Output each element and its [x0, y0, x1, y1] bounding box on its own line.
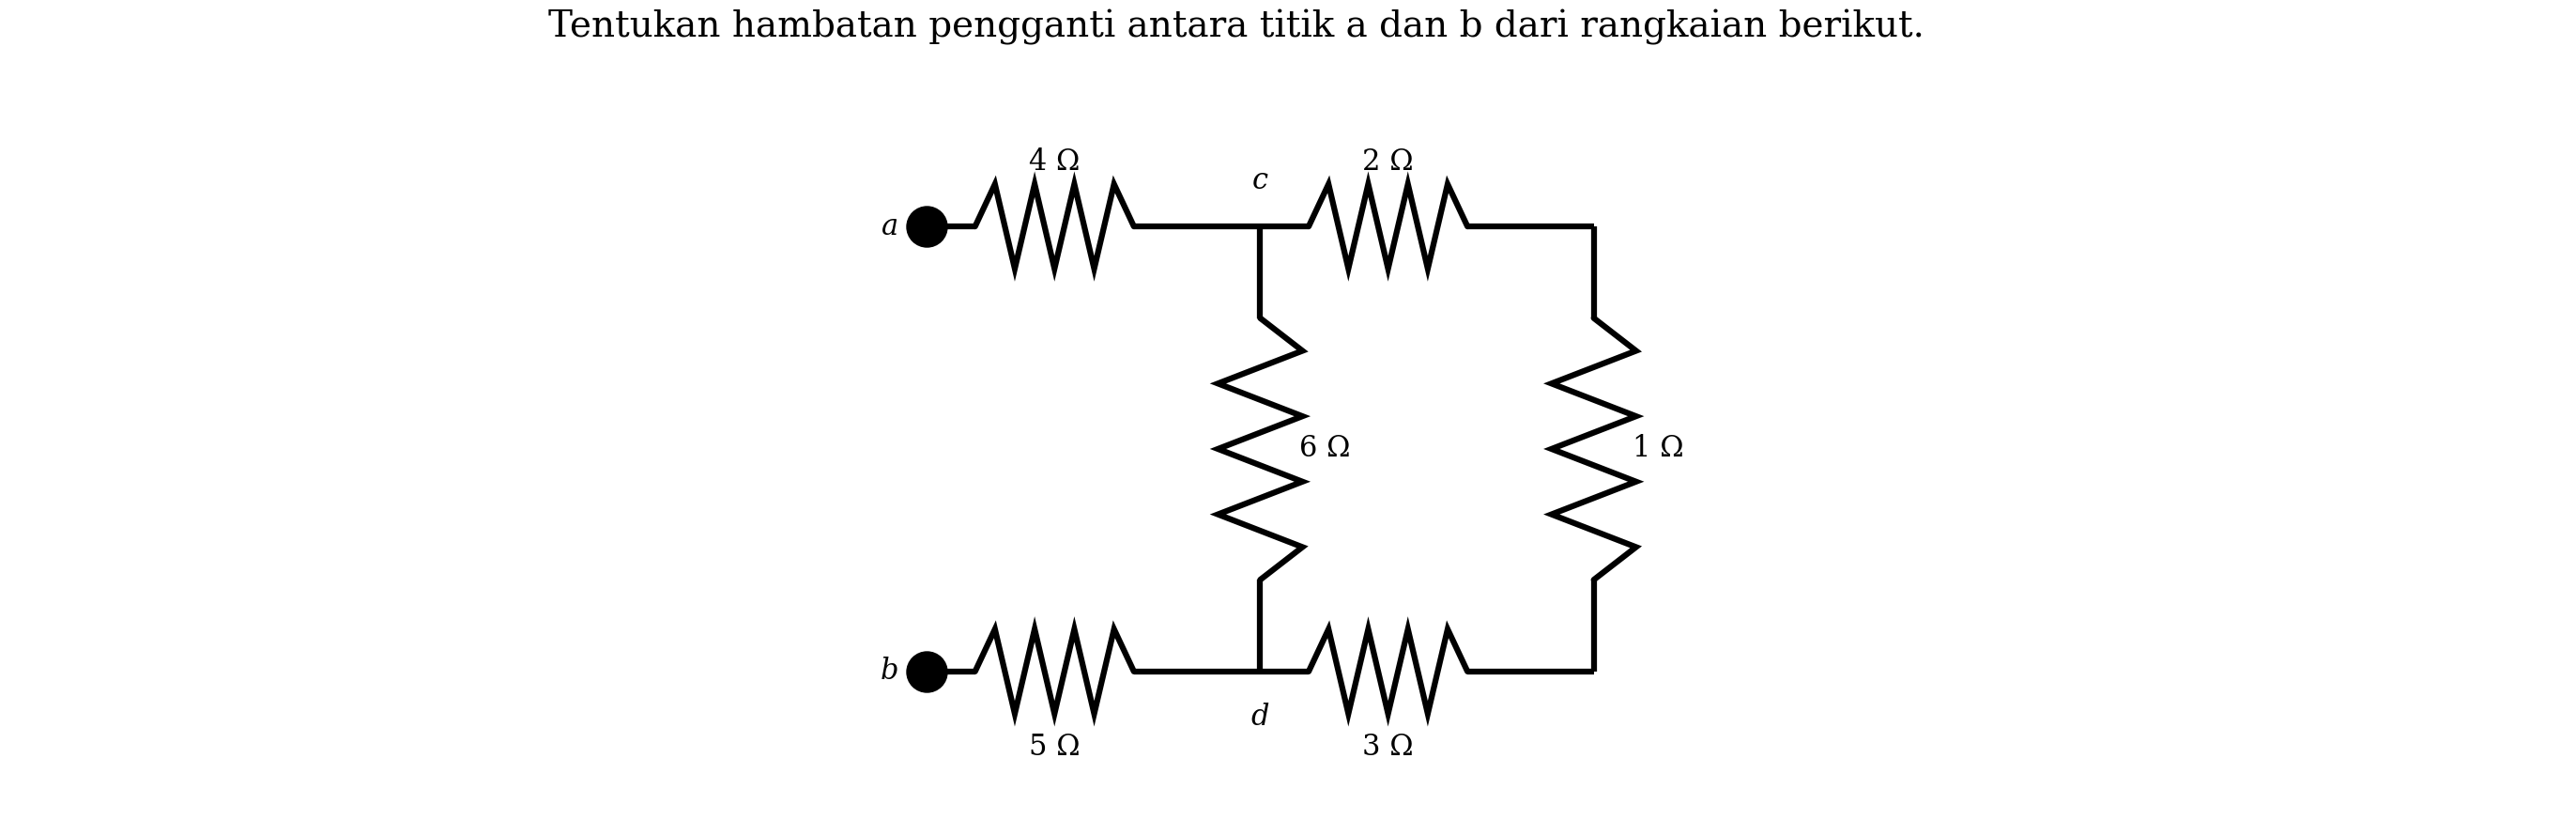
Point [907, 220, 948, 233]
Text: 3 Ω: 3 Ω [1363, 732, 1414, 762]
Point [907, 665, 948, 678]
Text: a: a [881, 212, 899, 241]
Text: c: c [1252, 166, 1267, 195]
Text: 6 Ω: 6 Ω [1298, 435, 1350, 463]
Text: 5 Ω: 5 Ω [1028, 732, 1079, 762]
Text: 4 Ω: 4 Ω [1028, 148, 1079, 176]
Text: b: b [881, 657, 899, 686]
Text: d: d [1252, 703, 1270, 731]
Text: 1 Ω: 1 Ω [1633, 435, 1685, 463]
Text: 2 Ω: 2 Ω [1363, 148, 1414, 176]
Text: Tentukan hambatan pengganti antara titik a dan b dari rangkaian berikut.: Tentukan hambatan pengganti antara titik… [549, 10, 1924, 45]
